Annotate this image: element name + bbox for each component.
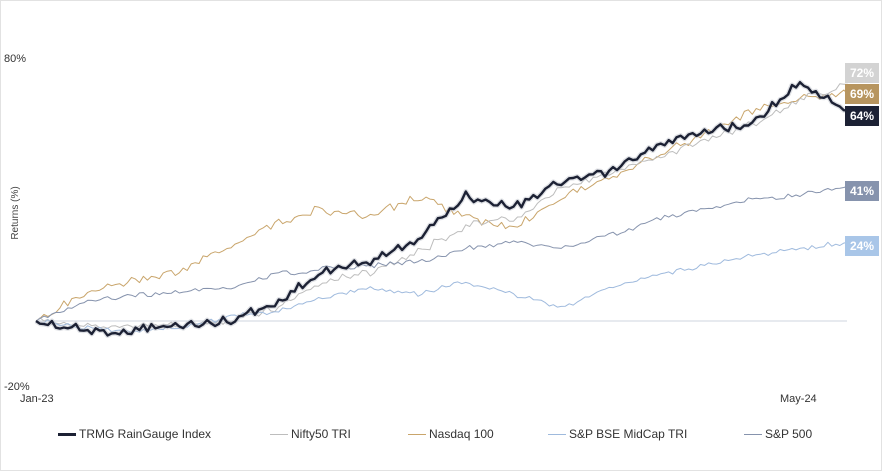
end-value-tag xyxy=(845,181,879,201)
x-tick-label: Jan-23 xyxy=(20,393,54,405)
end-value-tag xyxy=(845,84,879,104)
legend-item[interactable]: TRMG RainGauge Index xyxy=(58,425,211,443)
legend-swatch xyxy=(270,433,288,435)
legend-label: S&P BSE MidCap TRI xyxy=(569,427,688,441)
legend-label: Nasdaq 100 xyxy=(429,427,494,441)
series-line-nasdaq-100 xyxy=(35,89,849,322)
end-value-label: 72% xyxy=(850,66,874,80)
legend-label: S&P 500 xyxy=(765,427,813,441)
end-value-tag xyxy=(845,106,879,126)
x-tick-label: May-24 xyxy=(780,393,817,405)
y-axis-title: Returns (%) xyxy=(10,186,21,239)
legend-item[interactable]: S&P BSE MidCap TRI xyxy=(548,425,687,443)
legend-swatch xyxy=(744,433,762,435)
legend-item[interactable]: Nifty50 TRI xyxy=(270,425,351,443)
legend-swatch xyxy=(58,432,76,436)
end-value-label: 64% xyxy=(850,109,874,123)
legend-item[interactable]: S&P 500 xyxy=(744,425,812,443)
legend-swatch xyxy=(548,433,566,435)
y-tick-label: -20% xyxy=(4,381,30,393)
legend-swatch xyxy=(408,433,426,435)
legend-item[interactable]: Nasdaq 100 xyxy=(408,425,494,443)
series-line-s-p-bse-midcap-tri xyxy=(35,241,848,333)
series-line-trmg-raingauge-index xyxy=(35,81,848,337)
legend-label: TRMG RainGauge Index xyxy=(79,427,212,441)
series-line-s-p-500 xyxy=(35,185,848,322)
end-value-label: 69% xyxy=(850,87,874,101)
end-value-label: 24% xyxy=(850,239,874,253)
y-tick-label: 80% xyxy=(4,53,26,65)
end-value-label: 41% xyxy=(850,184,874,198)
series-line-shadow xyxy=(34,79,849,338)
end-value-tag xyxy=(845,63,879,83)
legend-label: Nifty50 TRI xyxy=(291,427,351,441)
end-value-tag xyxy=(845,236,879,256)
series-line-nifty50-tri xyxy=(35,83,848,330)
